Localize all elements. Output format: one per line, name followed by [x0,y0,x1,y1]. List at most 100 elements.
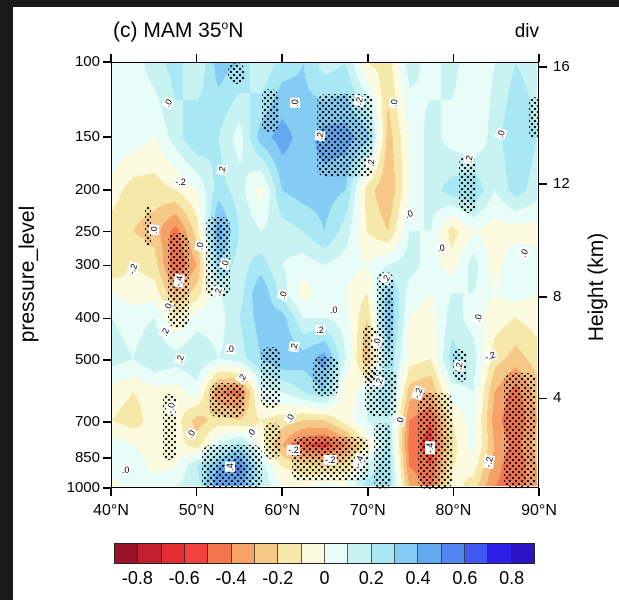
height-tick-label: 12 [553,174,570,192]
axis-tick [103,136,111,138]
contour-label: .0 [148,224,160,235]
contour-label: .2 [452,360,465,372]
y-axis-title: pressure_level [16,205,39,343]
stipple-region [264,423,282,459]
y2-axis-title: Height (km) [585,232,608,342]
pressure-tick-label: 1000 [66,479,100,496]
colorbar-tick-label: -0.2 [262,568,294,588]
axis-tick [103,457,111,459]
stipple-region [144,204,152,247]
stipple-region [504,373,536,489]
stipple-region [260,347,280,408]
pressure-tick-label: 250 [74,222,100,240]
contour-label: -.2 [324,455,337,466]
colorbar-tick-label: -0.6 [168,568,200,588]
colorbar [114,543,535,564]
axis-tick [539,296,547,298]
stipple-region [528,96,540,138]
colorbar-tick-label: 0.4 [405,568,431,588]
contour-label: -.4 [172,274,185,289]
axis-tick [281,54,283,62]
colorbar-cell [138,544,162,563]
axis-tick [452,54,455,62]
axis-tick [539,397,547,400]
colorbar-cell [348,544,372,563]
colorbar-cell [418,544,442,563]
colorbar-tick-label: 0.8 [499,568,525,588]
axis-tick [538,54,540,62]
contour-label: .4 [225,462,236,472]
left-black-border [0,0,13,600]
axis-tick [103,61,111,63]
stipple-region [458,155,476,214]
colorbar-tick-label: 0.2 [358,568,384,588]
top-black-border [0,0,619,7]
colorbar-cell [301,544,325,563]
stipple-region [210,383,245,418]
colorbar-cell [254,544,279,563]
height-tick-label: 16 [553,58,570,76]
pressure-tick-label: 150 [74,128,100,145]
units-label: div [514,21,539,42]
axis-tick [367,488,369,496]
colorbar-cell [324,544,349,563]
contour-label: .0 [387,97,400,109]
colorbar-cell [371,544,395,563]
axis-tick [281,488,283,496]
axis-tick [538,488,540,496]
colorbar-tick-label: -0.8 [121,568,153,588]
contour-label: .0 [225,344,235,355]
contour-label: .2 [315,324,325,335]
axis-tick [367,54,369,62]
axis-tick [110,488,112,496]
colorbar-tick-label: -0.4 [215,568,247,588]
axis-tick [539,66,547,68]
contour-label: .2 [365,158,376,169]
contour-label: .2 [288,341,301,353]
x-tick-label: 60°N [264,502,301,519]
degree-symbol: o [221,18,229,32]
height-tick-label: 8 [553,287,562,305]
colorbar-cell [464,544,489,563]
x-tick-label: 70°N [349,502,386,519]
stipple-region [418,392,453,489]
colorbar-cell [488,544,512,563]
contour-label: -.4 [425,441,436,454]
contour-label: .0 [120,464,131,475]
contour-label: .0 [435,242,447,254]
axis-tick [452,488,455,496]
stipple-region [206,217,231,298]
axis-tick [539,183,547,185]
contour-label: -.2 [482,454,495,469]
axis-tick [103,421,111,423]
contour-label: -.2 [287,445,300,455]
stipple-region [373,423,392,489]
stipple-region [317,93,374,177]
axis-tick [195,488,198,496]
x-tick-label: 40°N [93,502,129,519]
axis-tick [195,54,198,62]
axis-tick [103,189,111,191]
contour-label: .2 [216,164,229,176]
colorbar-cell [231,544,255,563]
colorbar-cell [161,544,185,563]
pressure-tick-label: 700 [74,413,100,430]
axis-tick [110,54,112,62]
contour-label: .2 [463,153,475,165]
contour-label: -.2 [174,176,187,187]
contour-label: .0 [328,304,339,315]
stipple-region [313,357,339,397]
colorbar-tick-label: 0 [319,568,330,588]
stipple-region [377,272,395,368]
pressure-tick-label: 400 [74,309,100,327]
stipple-region [227,63,245,84]
contour-label: .0 [194,240,206,252]
contour-label: .2 [314,129,326,142]
axis-tick [103,264,111,266]
pressure-tick-label: 300 [74,256,100,274]
stipple-region [261,88,279,132]
height-tick-label: 4 [553,389,562,407]
colorbar-cell [208,544,232,563]
axis-tick [103,359,111,361]
